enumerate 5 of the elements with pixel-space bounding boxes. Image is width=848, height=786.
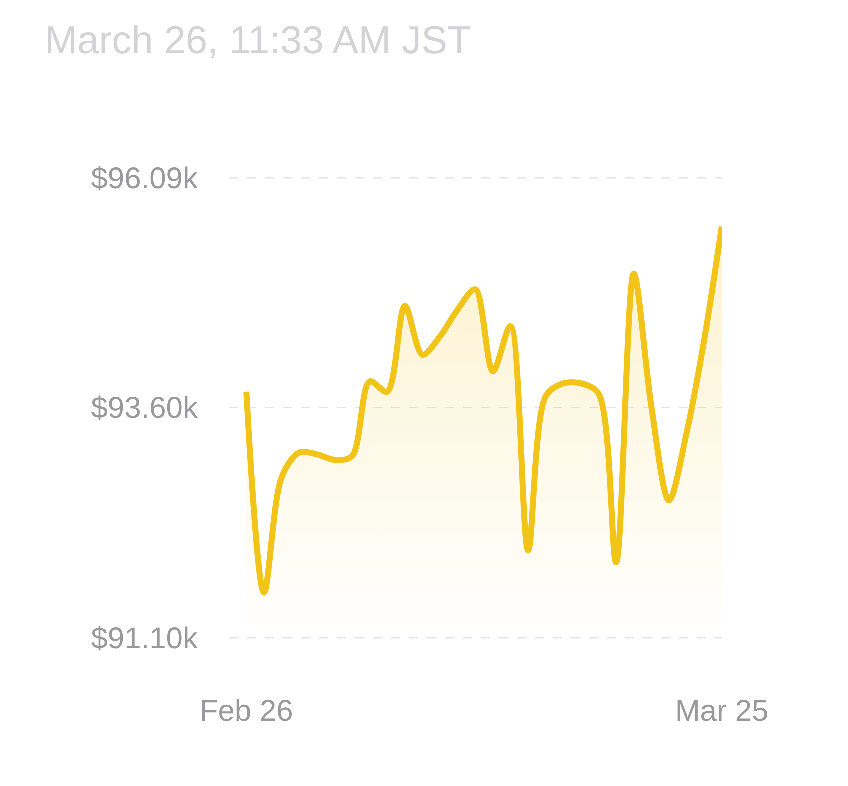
- x-tick-label: Mar 25: [675, 695, 769, 728]
- y-tick-label: $91.10k: [91, 622, 199, 656]
- y-tick-label: $93.60k: [91, 392, 199, 426]
- x-tick-label: Feb 26: [200, 695, 294, 728]
- y-tick-label: $96.09k: [91, 162, 199, 196]
